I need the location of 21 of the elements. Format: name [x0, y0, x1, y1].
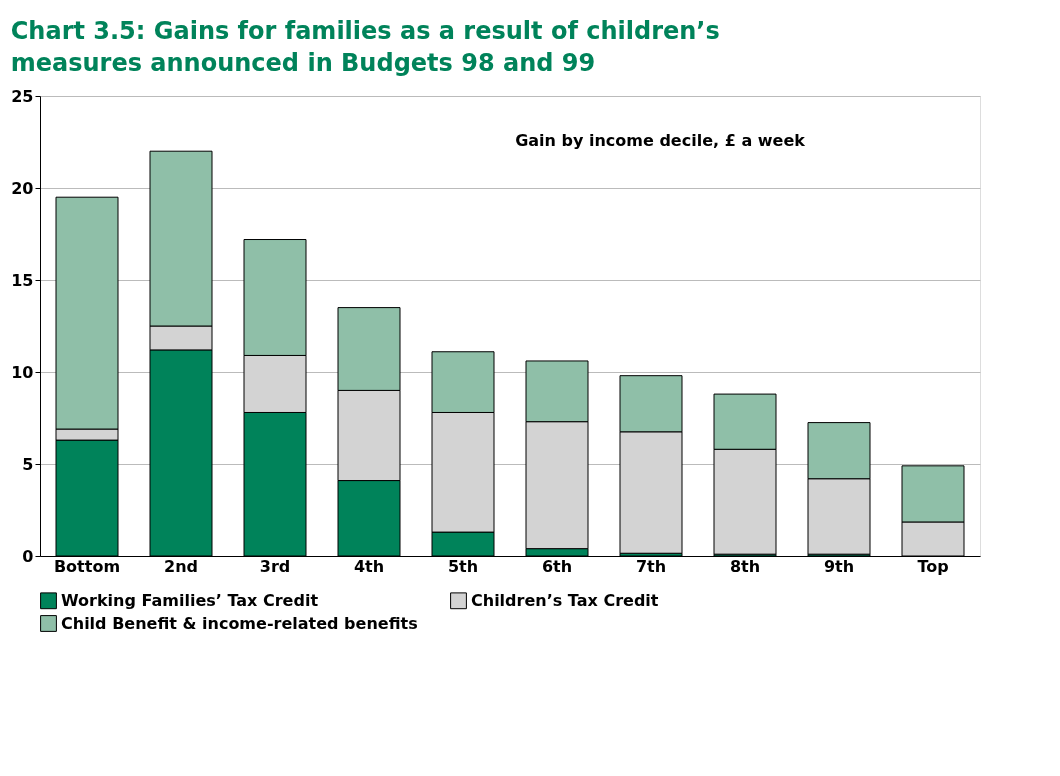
x-tick-label: 6th: [541, 556, 573, 576]
x-tick-label: 5th: [447, 556, 479, 576]
legend-label: Children’s Tax Credit: [471, 590, 659, 610]
x-tick-label: 2nd: [164, 556, 198, 576]
legend-label: Child Benefit & income-related benefits: [61, 613, 418, 633]
x-tick-label: Top: [917, 556, 949, 576]
y-tick-label: 10: [11, 362, 34, 382]
x-tick-label: Bottom: [53, 556, 121, 576]
x-tick-label: 9th: [823, 556, 855, 576]
y-tick-label: 20: [11, 178, 34, 198]
x-tick-label: 3rd: [259, 556, 291, 576]
y-tick-label: 25: [11, 86, 34, 106]
y-tick-label: 15: [11, 270, 34, 290]
annotation: Gain by income decile, £ a week: [515, 131, 806, 150]
x-tick-label: 8th: [729, 556, 761, 576]
y-tick-label: 0: [22, 546, 34, 566]
chart-title: Chart 3.5: Gains for families as a result of children’s measures announced in Budgets 98 and 99: [10, 17, 720, 77]
x-tick-label: 4th: [353, 556, 385, 576]
x-tick-label: 7th: [635, 556, 667, 576]
y-tick-label: 5: [22, 454, 34, 474]
legend-label: Working Families’ Tax Credit: [61, 590, 319, 610]
